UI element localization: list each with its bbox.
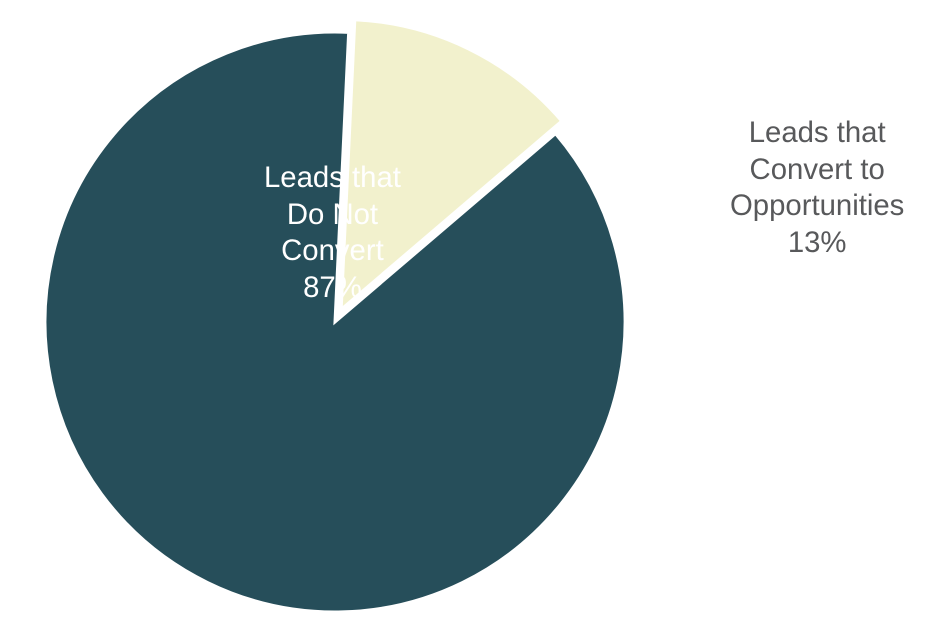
slice-label-convert: Leads that Convert to Opportunities 13% bbox=[730, 115, 904, 262]
slice-label-not-convert: Leads that Do Not Convert 87% bbox=[264, 160, 401, 307]
chart-stage: Leads that Convert to Opportunities 13% … bbox=[0, 0, 930, 644]
pie-chart bbox=[0, 0, 930, 644]
